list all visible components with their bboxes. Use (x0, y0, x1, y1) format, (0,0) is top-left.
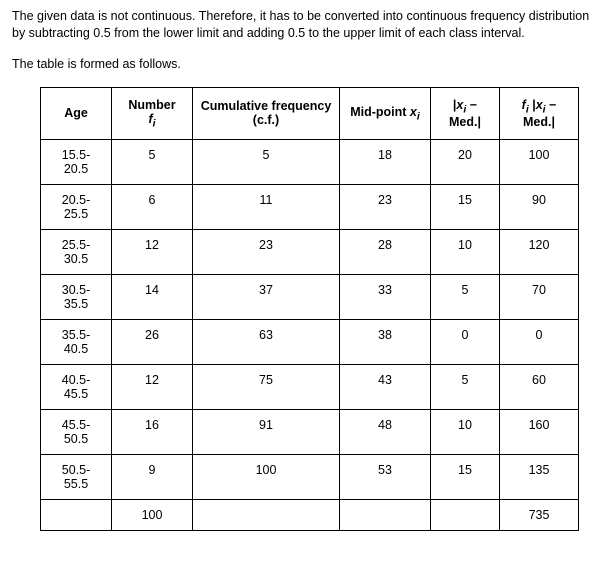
intro-paragraph: The given data is not continuous. Theref… (12, 8, 596, 42)
cell-fdev-total: 735 (500, 500, 579, 531)
cell-fi-total: 100 (112, 500, 193, 531)
table-row: 35.5-40.5 26 63 38 0 0 (41, 320, 579, 365)
cell-cf: 100 (193, 455, 340, 500)
header-row: Age Number fi Cumulative frequency (c.f.… (41, 87, 579, 140)
cell-xi: 48 (340, 410, 431, 455)
cell-fdev: 135 (500, 455, 579, 500)
cell-xi: 18 (340, 140, 431, 185)
cell-dev: 5 (431, 365, 500, 410)
cell-dev: 0 (431, 320, 500, 365)
cell-age: 40.5-45.5 (41, 365, 112, 410)
table-row: 50.5-55.5 9 100 53 15 135 (41, 455, 579, 500)
cell-xi: 28 (340, 230, 431, 275)
cell-dev: 20 (431, 140, 500, 185)
cell-xi: 38 (340, 320, 431, 365)
cell-cf-total (193, 500, 340, 531)
cell-fi: 5 (112, 140, 193, 185)
cell-dev: 10 (431, 410, 500, 455)
frequency-table: Age Number fi Cumulative frequency (c.f.… (40, 87, 579, 532)
cell-fi: 16 (112, 410, 193, 455)
header-cumulative-frequency: Cumulative frequency (c.f.) (193, 87, 340, 140)
cell-age: 25.5-30.5 (41, 230, 112, 275)
cell-fdev: 160 (500, 410, 579, 455)
cell-fi: 12 (112, 365, 193, 410)
header-age: Age (41, 87, 112, 140)
cell-dev: 15 (431, 185, 500, 230)
cell-cf: 75 (193, 365, 340, 410)
cell-age: 35.5-40.5 (41, 320, 112, 365)
cell-fi: 6 (112, 185, 193, 230)
cell-age: 20.5-25.5 (41, 185, 112, 230)
cell-fi: 12 (112, 230, 193, 275)
table-row: 45.5-50.5 16 91 48 10 160 (41, 410, 579, 455)
table-row: 15.5-20.5 5 5 18 20 100 (41, 140, 579, 185)
table-body: 15.5-20.5 5 5 18 20 100 20.5-25.5 6 11 2… (41, 140, 579, 531)
cell-cf: 63 (193, 320, 340, 365)
header-number: Number fi (112, 87, 193, 140)
cell-fdev: 0 (500, 320, 579, 365)
cell-dev: 15 (431, 455, 500, 500)
cell-cf: 37 (193, 275, 340, 320)
cell-fi: 26 (112, 320, 193, 365)
table-row: 20.5-25.5 6 11 23 15 90 (41, 185, 579, 230)
cell-fdev: 90 (500, 185, 579, 230)
totals-row: 100 735 (41, 500, 579, 531)
cell-age-total (41, 500, 112, 531)
cell-age: 15.5-20.5 (41, 140, 112, 185)
cell-fi: 14 (112, 275, 193, 320)
cell-age: 50.5-55.5 (41, 455, 112, 500)
cell-cf: 91 (193, 410, 340, 455)
cell-dev-total (431, 500, 500, 531)
cell-xi: 23 (340, 185, 431, 230)
cell-cf: 5 (193, 140, 340, 185)
cell-fdev: 60 (500, 365, 579, 410)
table-row: 40.5-45.5 12 75 43 5 60 (41, 365, 579, 410)
cell-xi: 53 (340, 455, 431, 500)
header-deviation: |xi − Med.| (431, 87, 500, 140)
table-row: 30.5-35.5 14 37 33 5 70 (41, 275, 579, 320)
table-row: 25.5-30.5 12 23 28 10 120 (41, 230, 579, 275)
cell-dev: 5 (431, 275, 500, 320)
cell-xi: 33 (340, 275, 431, 320)
cell-xi-total (340, 500, 431, 531)
cell-fdev: 120 (500, 230, 579, 275)
header-midpoint: Mid-point xi (340, 87, 431, 140)
cell-cf: 23 (193, 230, 340, 275)
cell-age: 45.5-50.5 (41, 410, 112, 455)
table-caption: The table is formed as follows. (12, 56, 596, 73)
cell-dev: 10 (431, 230, 500, 275)
cell-age: 30.5-35.5 (41, 275, 112, 320)
cell-cf: 11 (193, 185, 340, 230)
header-f-deviation: fi |xi − Med.| (500, 87, 579, 140)
cell-fdev: 100 (500, 140, 579, 185)
cell-fdev: 70 (500, 275, 579, 320)
cell-xi: 43 (340, 365, 431, 410)
cell-fi: 9 (112, 455, 193, 500)
